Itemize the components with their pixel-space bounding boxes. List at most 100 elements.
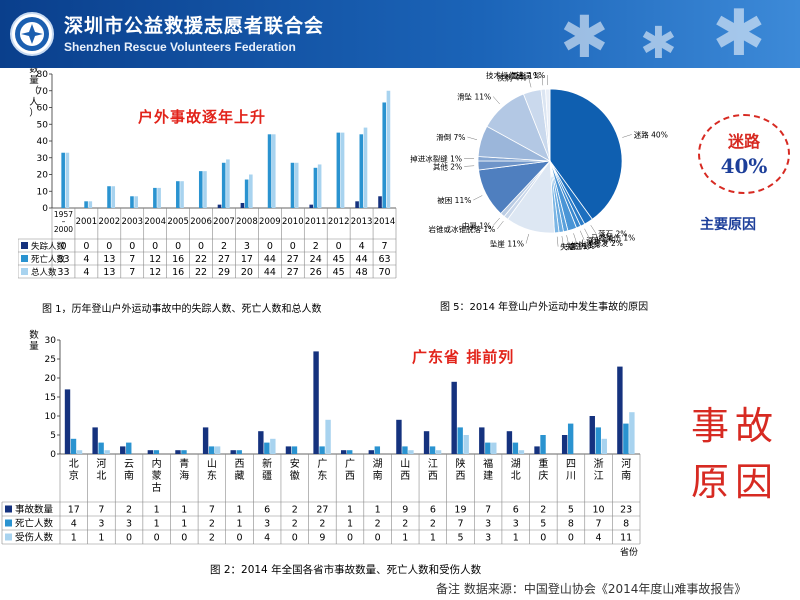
bar-死亡人数-云南 [126, 442, 132, 454]
x-tick-label: 江 [428, 458, 438, 470]
x-tick-label: 南 [124, 469, 134, 482]
figure-5-pie-chart: 迷路 40% 落石 2%马蜂蛰伤 1%溺水 1%山洪暴发 2%蛇伤 1%失控 1%… [410, 70, 668, 313]
table-value: 33 [57, 254, 69, 265]
table-value: 22 [195, 254, 207, 265]
x-tick-label: 四 [566, 459, 576, 470]
x-tick-label: 2002 [99, 217, 121, 227]
table-value: 8 [568, 519, 574, 530]
pie-label-失控: 失控 1% [565, 241, 594, 251]
bar-事故数量-广东 [313, 351, 319, 454]
table-value: 5 [568, 505, 574, 516]
x-tick-label: 北 [69, 458, 79, 470]
table-value: 19 [454, 505, 466, 516]
table-value: 27 [287, 254, 299, 265]
pie-leader-line [541, 75, 544, 86]
bar-死亡人数-青海 [181, 450, 187, 454]
bar-事故数量-湖北 [506, 431, 513, 454]
x-tick-label: 福 [483, 457, 493, 470]
y-tick-label: 70 [37, 87, 49, 97]
figure-caption: 图 1，历年登山户外运动事故中的失踪人数、死亡人数和总人数 [42, 302, 322, 315]
bar-事故数量-四川 [561, 435, 568, 454]
y-tick-label: 20 [37, 171, 49, 181]
pie-leader-line [556, 236, 559, 247]
bar-死亡人数-河南 [623, 423, 629, 454]
table-value: 3 [244, 241, 250, 252]
legend-label: 死亡人数 [15, 518, 54, 530]
table-value: 2 [313, 241, 319, 252]
table-value: 2 [209, 533, 215, 544]
x-tick-label: 海 [179, 469, 189, 482]
x-tick-label: 湖 [373, 458, 383, 470]
lost-way-badge: 迷路 40% [698, 114, 790, 194]
bar-失踪人数-2008 [240, 202, 245, 208]
pie-leader-line [473, 195, 483, 201]
bar-死亡人数-2010 [290, 162, 295, 208]
bar-死亡人数-2001 [84, 201, 88, 208]
table-value: 0 [175, 241, 181, 252]
bar-死亡人数-山东 [208, 446, 215, 454]
x-tick-label: 徽 [290, 469, 300, 482]
y-tick-label: 0 [50, 450, 56, 460]
pie-label-山洪暴发: 山洪暴发 2% [579, 238, 623, 248]
table-value: 1 [71, 533, 77, 544]
table-value: 4 [596, 533, 602, 544]
bar-死亡人数-内蒙古 [153, 450, 160, 454]
table-value: 17 [68, 505, 80, 516]
table-value: 0 [267, 241, 273, 252]
big-title-line-1: 事故 [690, 404, 779, 448]
x-tick-label: 南 [621, 469, 631, 482]
x-tick-label: 浙 [594, 458, 604, 470]
bar-死亡人数-江西 [429, 446, 436, 454]
table-value: 1 [181, 519, 187, 530]
y-tick-label: 40 [37, 137, 49, 147]
table-value: 0 [106, 241, 112, 252]
legend-swatch-失踪人数 [21, 242, 28, 249]
y-tick-label: 30 [45, 336, 57, 346]
x-tick-label: 2013 [351, 217, 373, 227]
y-tick-label: 20 [45, 374, 57, 384]
table-value: 7 [485, 505, 491, 516]
bar-总人数-2008 [249, 174, 253, 208]
bar-失踪人数-2013 [355, 201, 359, 208]
bar-事故数量-江西 [423, 431, 430, 454]
pie-label-迷路: 迷路 40% [634, 129, 668, 139]
x-tick-label: 北 [511, 470, 521, 482]
x-tick-label: 东 [317, 469, 327, 482]
rescue-federation-logo-icon [10, 12, 54, 56]
table-value: 10 [593, 505, 605, 516]
pie-slice-技术操作错误 [545, 88, 551, 162]
table-value: 45 [333, 267, 345, 278]
table-value: 13 [103, 267, 115, 278]
x-tick-label: – [62, 217, 66, 226]
y-axis-label: 数 [29, 329, 39, 341]
table-value: 12 [149, 267, 161, 278]
table-value: 26 [310, 267, 322, 278]
main-reason-label: 主要原因 [700, 217, 756, 233]
pie-label-蛇伤: 蛇伤 1% [571, 240, 600, 250]
badge-percent: 40% [720, 154, 768, 178]
bar-受伤人数-河南 [629, 412, 635, 454]
bar-受伤人数-河北 [104, 450, 110, 454]
x-tick-label: 西 [235, 459, 245, 470]
table-value: 0 [375, 533, 381, 544]
pie-label-落石: 落石 2% [598, 229, 627, 239]
x-tick-label: 藏 [235, 470, 245, 482]
y-tick-label: 30 [37, 154, 49, 164]
pie-leader-line [590, 225, 597, 234]
table-value: 7 [129, 267, 135, 278]
x-tick-label: 2004 [144, 217, 166, 227]
bar-事故数量-陕西 [451, 381, 457, 454]
table-value: 3 [485, 533, 491, 544]
x-tick-label: 2010 [282, 217, 304, 227]
legend-label: 总人数 [31, 267, 57, 278]
bar-失踪人数-2011 [309, 204, 314, 208]
x-tick-label: 重 [538, 457, 548, 470]
bar-受伤人数-广东 [325, 419, 331, 454]
y-axis-label: 量 [29, 341, 39, 352]
bar-死亡人数-2007 [221, 162, 226, 208]
bar-死亡人数-2008 [244, 179, 249, 208]
table-value: 45 [333, 254, 345, 265]
bar-事故数量-内蒙古 [147, 450, 154, 454]
bar-死亡人数-山西 [402, 446, 408, 454]
